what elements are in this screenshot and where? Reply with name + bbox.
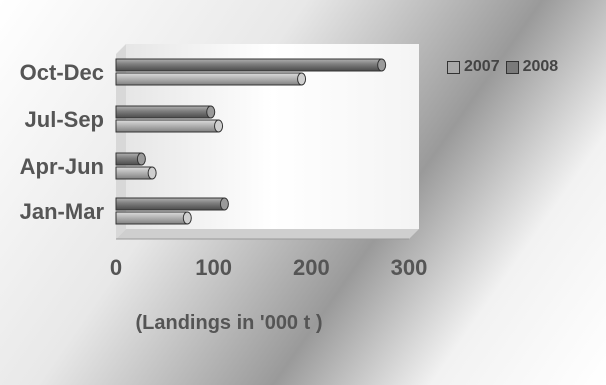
legend: 2007 2008 [447, 58, 558, 76]
legend-swatch-2008 [505, 60, 519, 74]
x-tick-label-0: 0 [110, 255, 122, 280]
bar-2007-jul-sep [115, 119, 224, 133]
bar-2007-jan-mar [115, 211, 192, 225]
x-axis-title: (Landings in '000 t ) [136, 312, 323, 334]
plot-floor [116, 229, 419, 239]
y-tick-label-jan-mar: Jan-Mar [20, 199, 105, 224]
legend-label-2008: 2008 [522, 58, 559, 75]
x-tick-label-100: 100 [195, 255, 232, 280]
bar-2007-apr-jun [115, 166, 157, 180]
x-tick-label-200: 200 [293, 255, 330, 280]
plot-side-wall [116, 44, 126, 239]
y-tick-label-jul-sep: Jul-Sep [25, 107, 104, 132]
bar-2008-jan-mar [115, 197, 229, 211]
bar-2008-apr-jun [115, 152, 146, 166]
legend-item-2008: 2008 [505, 58, 559, 76]
y-tick-label-oct-dec: Oct-Dec [20, 60, 104, 85]
legend-label-2007: 2007 [464, 58, 500, 75]
y-tick-label-apr-jun: Apr-Jun [20, 154, 104, 179]
legend-item-2007: 2007 [447, 58, 500, 76]
x-tick-label-300: 300 [391, 255, 428, 280]
legend-swatch-2007 [447, 60, 460, 74]
plot-back-wall [126, 44, 419, 229]
bar-2008-jul-sep [115, 105, 216, 119]
bar-2008-oct-dec [115, 58, 387, 72]
bar-2007-oct-dec [115, 72, 307, 86]
